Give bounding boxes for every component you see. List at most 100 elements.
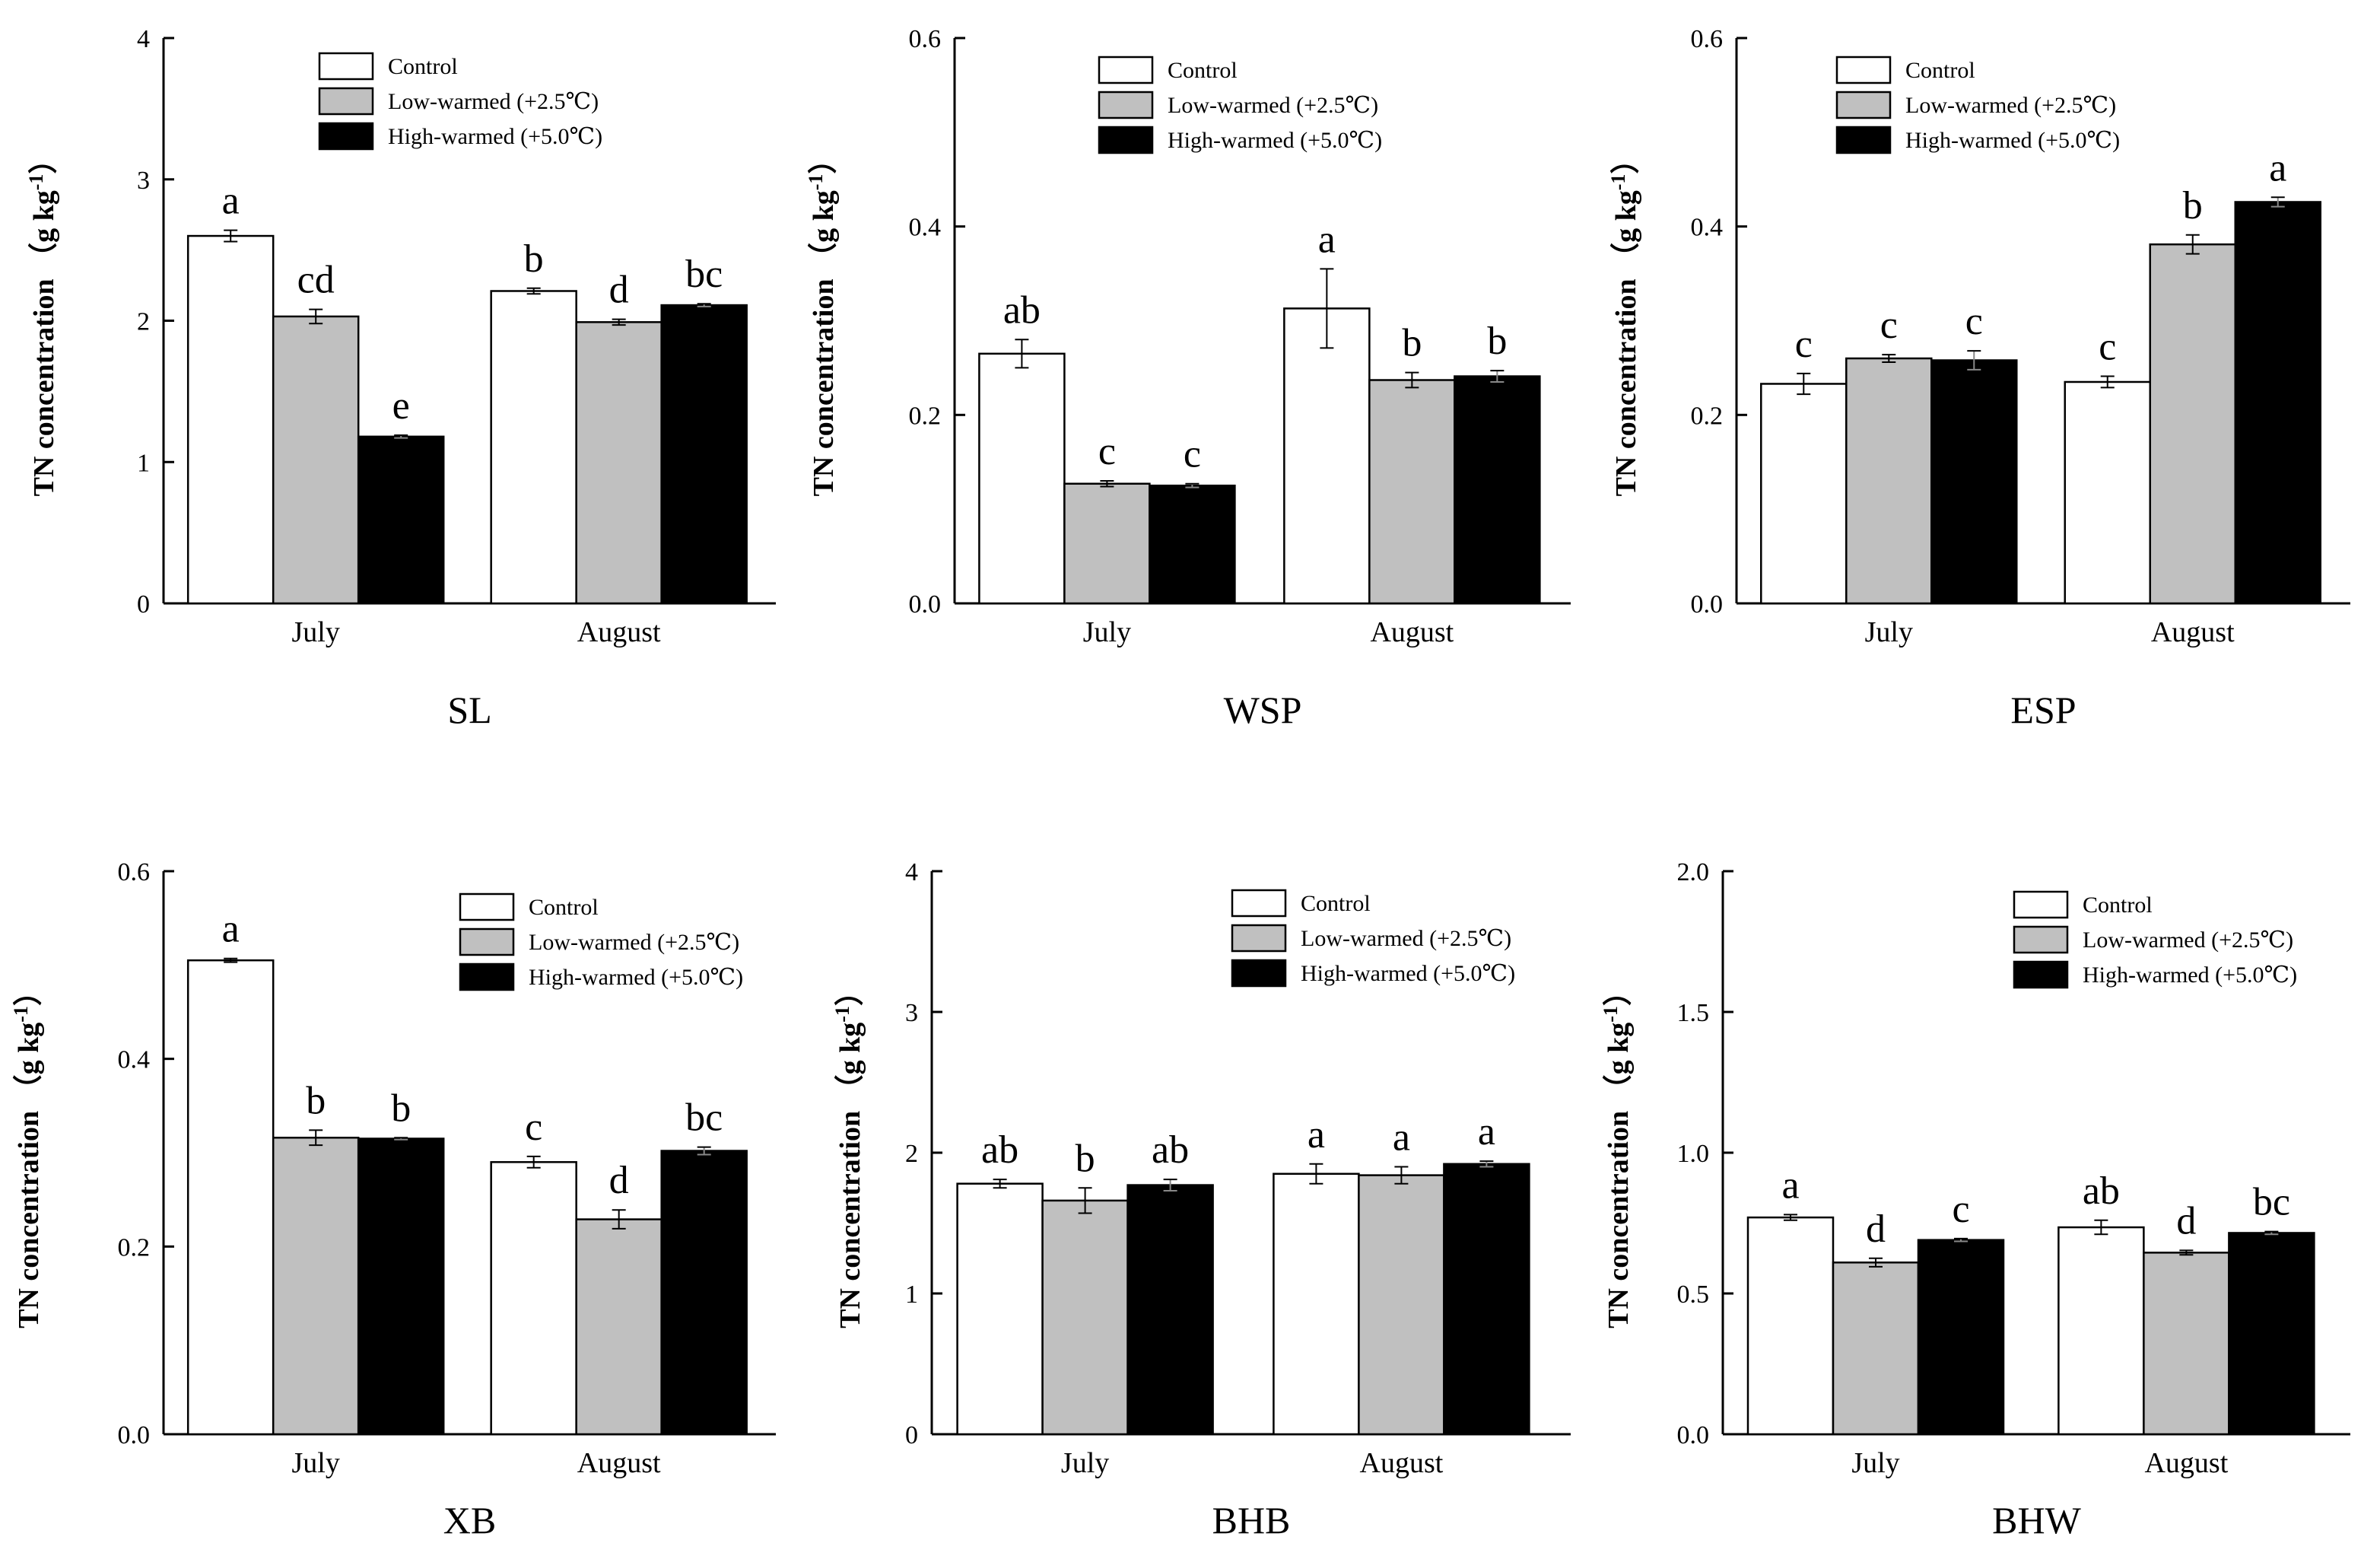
- significance-letter: ab: [1003, 288, 1041, 332]
- x-category-label: July: [292, 1447, 340, 1479]
- significance-letter: cd: [297, 259, 335, 302]
- legend-label: High-warmed (+5.0℃): [1168, 128, 1382, 153]
- bar-july-series-3: [357, 435, 445, 605]
- bar-july-series-2: [1845, 357, 1933, 605]
- legend: Control Low-warmed (+2.5℃) High-warmed (+5…: [1098, 56, 1382, 154]
- legend-label: High-warmed (+5.0℃): [1905, 128, 2120, 153]
- error-bar: [2094, 1219, 2108, 1236]
- legend-label: High-warmed (+5.0℃): [1301, 961, 1515, 986]
- bar-july-series-3: [357, 1137, 445, 1436]
- bar-july-series-2: [1041, 1199, 1129, 1436]
- error-bar: [394, 434, 408, 439]
- bar-august-series-3: [1443, 1163, 1530, 1436]
- legend-label: High-warmed (+5.0℃): [388, 124, 602, 149]
- significance-letter: c: [2099, 326, 2116, 369]
- bar-july-series-3: [1126, 1184, 1214, 1436]
- y-axis-label: TN concentration （g kg-1）: [831, 977, 866, 1328]
- y-tick-label: 1: [137, 449, 150, 477]
- y-tick-label: 0.4: [118, 1046, 151, 1074]
- legend-label: Low-warmed (+2.5℃): [2083, 927, 2293, 953]
- y-tick-label: 1.0: [1677, 1140, 1710, 1168]
- x-category-label: July: [1083, 616, 1131, 648]
- y-axis-label: TN concentration （g kg-1）: [805, 145, 840, 497]
- legend-label: Control: [388, 54, 458, 79]
- legend-swatch: [1835, 91, 1892, 119]
- bar-july-series-3: [1917, 1239, 2005, 1436]
- legend-swatch: [1835, 126, 1892, 154]
- significance-letter: e: [392, 384, 410, 428]
- legend-swatch: [318, 87, 374, 116]
- significance-letter: b: [1076, 1137, 1095, 1180]
- panel-bhb: 0 1 2 3 4 TN concentration （g kg-1） ab b ab July a…: [831, 858, 1571, 1542]
- legend-swatch: [1098, 91, 1154, 119]
- significance-letter: a: [1318, 218, 1336, 261]
- x-category-label: August: [2144, 1447, 2228, 1479]
- legend-swatch: [2013, 890, 2069, 919]
- legend-swatch: [318, 122, 374, 151]
- significance-letter: a: [222, 908, 240, 951]
- error-bar: [993, 1179, 1007, 1189]
- error-bar: [1309, 1163, 1323, 1185]
- significance-letter: a: [1308, 1113, 1325, 1157]
- x-category-label: August: [577, 1447, 661, 1479]
- panel-title: ESP: [2010, 689, 2076, 731]
- legend-swatch: [1231, 889, 1287, 918]
- panel-bhw: 0.0 0.5 1.0 1.5 2.0 TN concentration （g kg-1）…: [1600, 858, 2350, 1542]
- significance-letter: c: [1952, 1188, 1969, 1231]
- bar-august-series-3: [2228, 1232, 2315, 1436]
- y-tick-label: 0.2: [118, 1233, 151, 1262]
- panel-sl: 0 1 2 3 4 TN concentration （g kg-1） a cd e July b d…: [25, 25, 776, 731]
- legend-label: Low-warmed (+2.5℃): [388, 89, 599, 114]
- y-tick-label: 4: [905, 858, 918, 886]
- bar-august-series-1: [1273, 1172, 1360, 1436]
- bar-august-series-3: [2234, 201, 2321, 605]
- panel-xb: 0.0 0.2 0.4 0.6 TN concentration （g kg-1） a b b…: [10, 858, 776, 1542]
- bar-august-series-1: [490, 1161, 577, 1436]
- legend: Control Low-warmed (+2.5℃) High-warmed (+5…: [1835, 56, 2120, 154]
- bar-august-series-2: [2149, 243, 2236, 605]
- y-tick-label: 1: [905, 1281, 918, 1309]
- significance-letter: b: [524, 237, 544, 281]
- error-bar: [1320, 268, 1334, 349]
- error-bar: [1163, 1179, 1177, 1192]
- significance-letter: b: [1402, 322, 1422, 365]
- significance-letter: c: [525, 1106, 542, 1149]
- legend: Control Low-warmed (+2.5℃) High-warmed (+5…: [2013, 890, 2297, 989]
- y-tick-label: 4: [137, 25, 150, 53]
- legend-swatch: [2013, 925, 2069, 954]
- significance-letter: ab: [1152, 1128, 1189, 1172]
- legend-swatch: [1231, 959, 1287, 988]
- error-bar: [1797, 372, 1811, 396]
- significance-letter: d: [609, 269, 629, 312]
- error-bar: [2179, 1249, 2194, 1256]
- bar-august-series-1: [1283, 307, 1371, 605]
- error-bar: [1015, 339, 1029, 369]
- panel-title: BHW: [1992, 1499, 2081, 1542]
- x-category-label: July: [292, 616, 340, 648]
- y-tick-label: 0.0: [909, 590, 942, 619]
- error-bar: [612, 318, 626, 326]
- legend-swatch: [1098, 126, 1154, 154]
- bar-july-series-2: [272, 1137, 360, 1436]
- bar-july-series-2: [272, 315, 360, 605]
- legend-swatch: [318, 52, 374, 81]
- y-tick-label: 0.5: [1677, 1281, 1710, 1309]
- x-category-label: August: [2151, 616, 2235, 648]
- error-bar: [1967, 350, 1981, 371]
- significance-letter: d: [1866, 1207, 1886, 1251]
- significance-letter: c: [1184, 433, 1201, 476]
- bar-august-series-3: [1454, 375, 1541, 605]
- significance-letter: a: [2269, 146, 2286, 189]
- bar-july-series-1: [978, 352, 1066, 605]
- legend: Control Low-warmed (+2.5℃) High-warmed (+5…: [318, 52, 602, 151]
- error-bar: [612, 1209, 626, 1230]
- x-category-label: July: [1061, 1447, 1109, 1479]
- y-tick-label: 3: [905, 999, 918, 1027]
- x-category-label: July: [1851, 1447, 1899, 1479]
- significance-letter: ab: [2083, 1169, 2120, 1213]
- error-bar: [224, 229, 238, 243]
- significance-letter: a: [222, 180, 240, 223]
- y-tick-label: 3: [137, 167, 150, 195]
- y-axis-label: TN concentration （g kg-1）: [1600, 977, 1635, 1328]
- bar-july-series-2: [1063, 482, 1151, 605]
